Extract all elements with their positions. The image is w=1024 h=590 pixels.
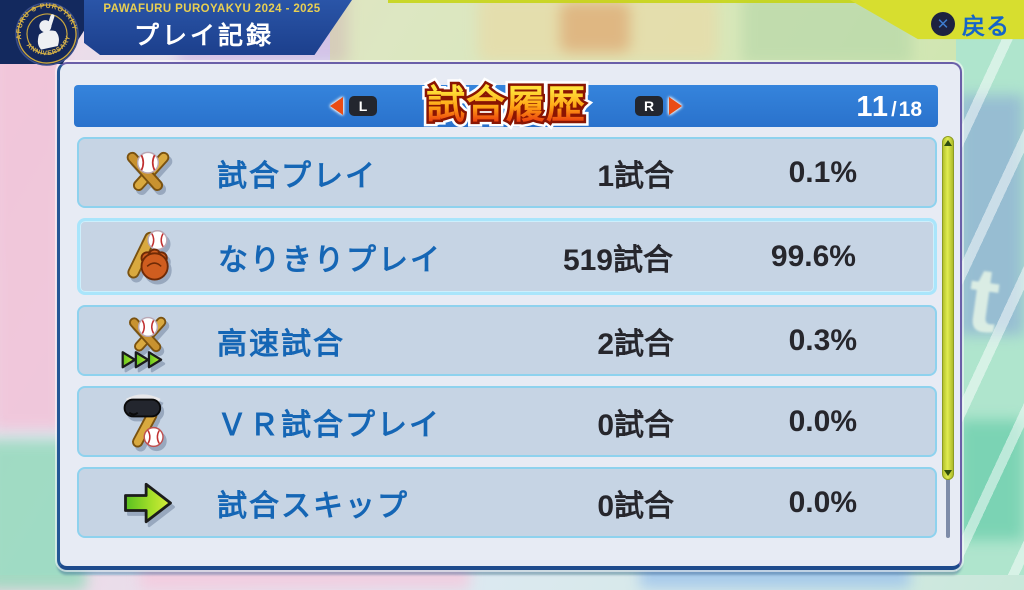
background-stripes xyxy=(956,0,1024,575)
scroll-down-icon xyxy=(944,470,952,476)
left-arrow-icon xyxy=(330,97,343,115)
game-title: PAWAFURU PUROYAKYU 2024 - 2025 xyxy=(103,3,321,15)
table-row-fast-game[interactable]: 高速試合 2試合 0.3% xyxy=(77,305,937,376)
panel-title: 試合履歴 試合履歴 試合履歴 xyxy=(411,79,601,132)
table-row-vr-game-play[interactable]: ＶＲ試合プレイ 0試合 0.0% xyxy=(77,386,937,457)
right-arrow-icon xyxy=(669,97,682,115)
background-mint-strip xyxy=(956,0,1024,575)
scroll-up-icon xyxy=(944,140,952,146)
x-button-icon[interactable]: ✕ xyxy=(931,12,955,36)
page-separator: / xyxy=(891,99,897,121)
page-total: 18 xyxy=(898,98,922,121)
game-history-panel: L 試合履歴 試合履歴 試合履歴 R 11 / 18 xyxy=(57,62,962,570)
next-page-control[interactable]: R xyxy=(635,96,682,116)
vr-headset-bat-icon xyxy=(79,392,217,452)
table-row-game-skip[interactable]: 試合スキップ 0試合 0.0% xyxy=(77,467,937,538)
scrollbar[interactable] xyxy=(942,136,954,540)
history-table: 試合プレイ 1試合 0.1% xyxy=(77,137,937,548)
panel-header: L 試合履歴 試合履歴 試合履歴 R 11 / 18 xyxy=(74,79,938,132)
header-banner: PAWAFURU PUROYAKYU 2024 - 2025 プレイ記録 xyxy=(84,0,352,55)
anniversary-logo-icon: PAWAFURU ⊕ PUROYAKYU ⊕ ANNIVERSARY xyxy=(9,1,79,66)
scrollbar-track[interactable] xyxy=(946,476,950,538)
background-watermark-letter: t xyxy=(961,247,1006,353)
green-arrow-icon xyxy=(79,473,217,533)
crossed-bats-ball-icon xyxy=(79,143,217,203)
table-row-narikiri-play[interactable]: なりきりプレイ 519試合 99.6% xyxy=(77,218,937,295)
background-tile xyxy=(560,2,630,52)
prev-page-control[interactable]: L xyxy=(330,96,377,116)
background-teal-block xyxy=(958,420,1024,540)
page-title: プレイ記録 xyxy=(133,22,274,50)
shoulder-button-l[interactable]: L xyxy=(349,96,377,116)
background-tile xyxy=(478,0,718,62)
bat-glove-ball-icon xyxy=(80,227,218,287)
page-indicator: 11 / 18 xyxy=(856,85,922,127)
page-current: 11 xyxy=(856,91,890,123)
back-button[interactable]: ✕ 戻る xyxy=(850,0,1024,40)
scrollbar-thumb[interactable] xyxy=(942,136,954,480)
back-button-label: 戻る xyxy=(962,13,1010,39)
fast-forward-bats-icon xyxy=(79,311,217,371)
table-row-game-play[interactable]: 試合プレイ 1試合 0.1% xyxy=(77,137,937,208)
background-blue-block xyxy=(958,95,1024,335)
shoulder-button-r[interactable]: R xyxy=(635,96,663,116)
